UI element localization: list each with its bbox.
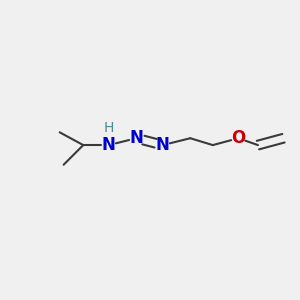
Text: O: O — [231, 129, 245, 147]
Text: N: N — [156, 136, 170, 154]
Text: N: N — [102, 136, 116, 154]
Text: H: H — [103, 122, 114, 135]
Text: N: N — [129, 129, 143, 147]
